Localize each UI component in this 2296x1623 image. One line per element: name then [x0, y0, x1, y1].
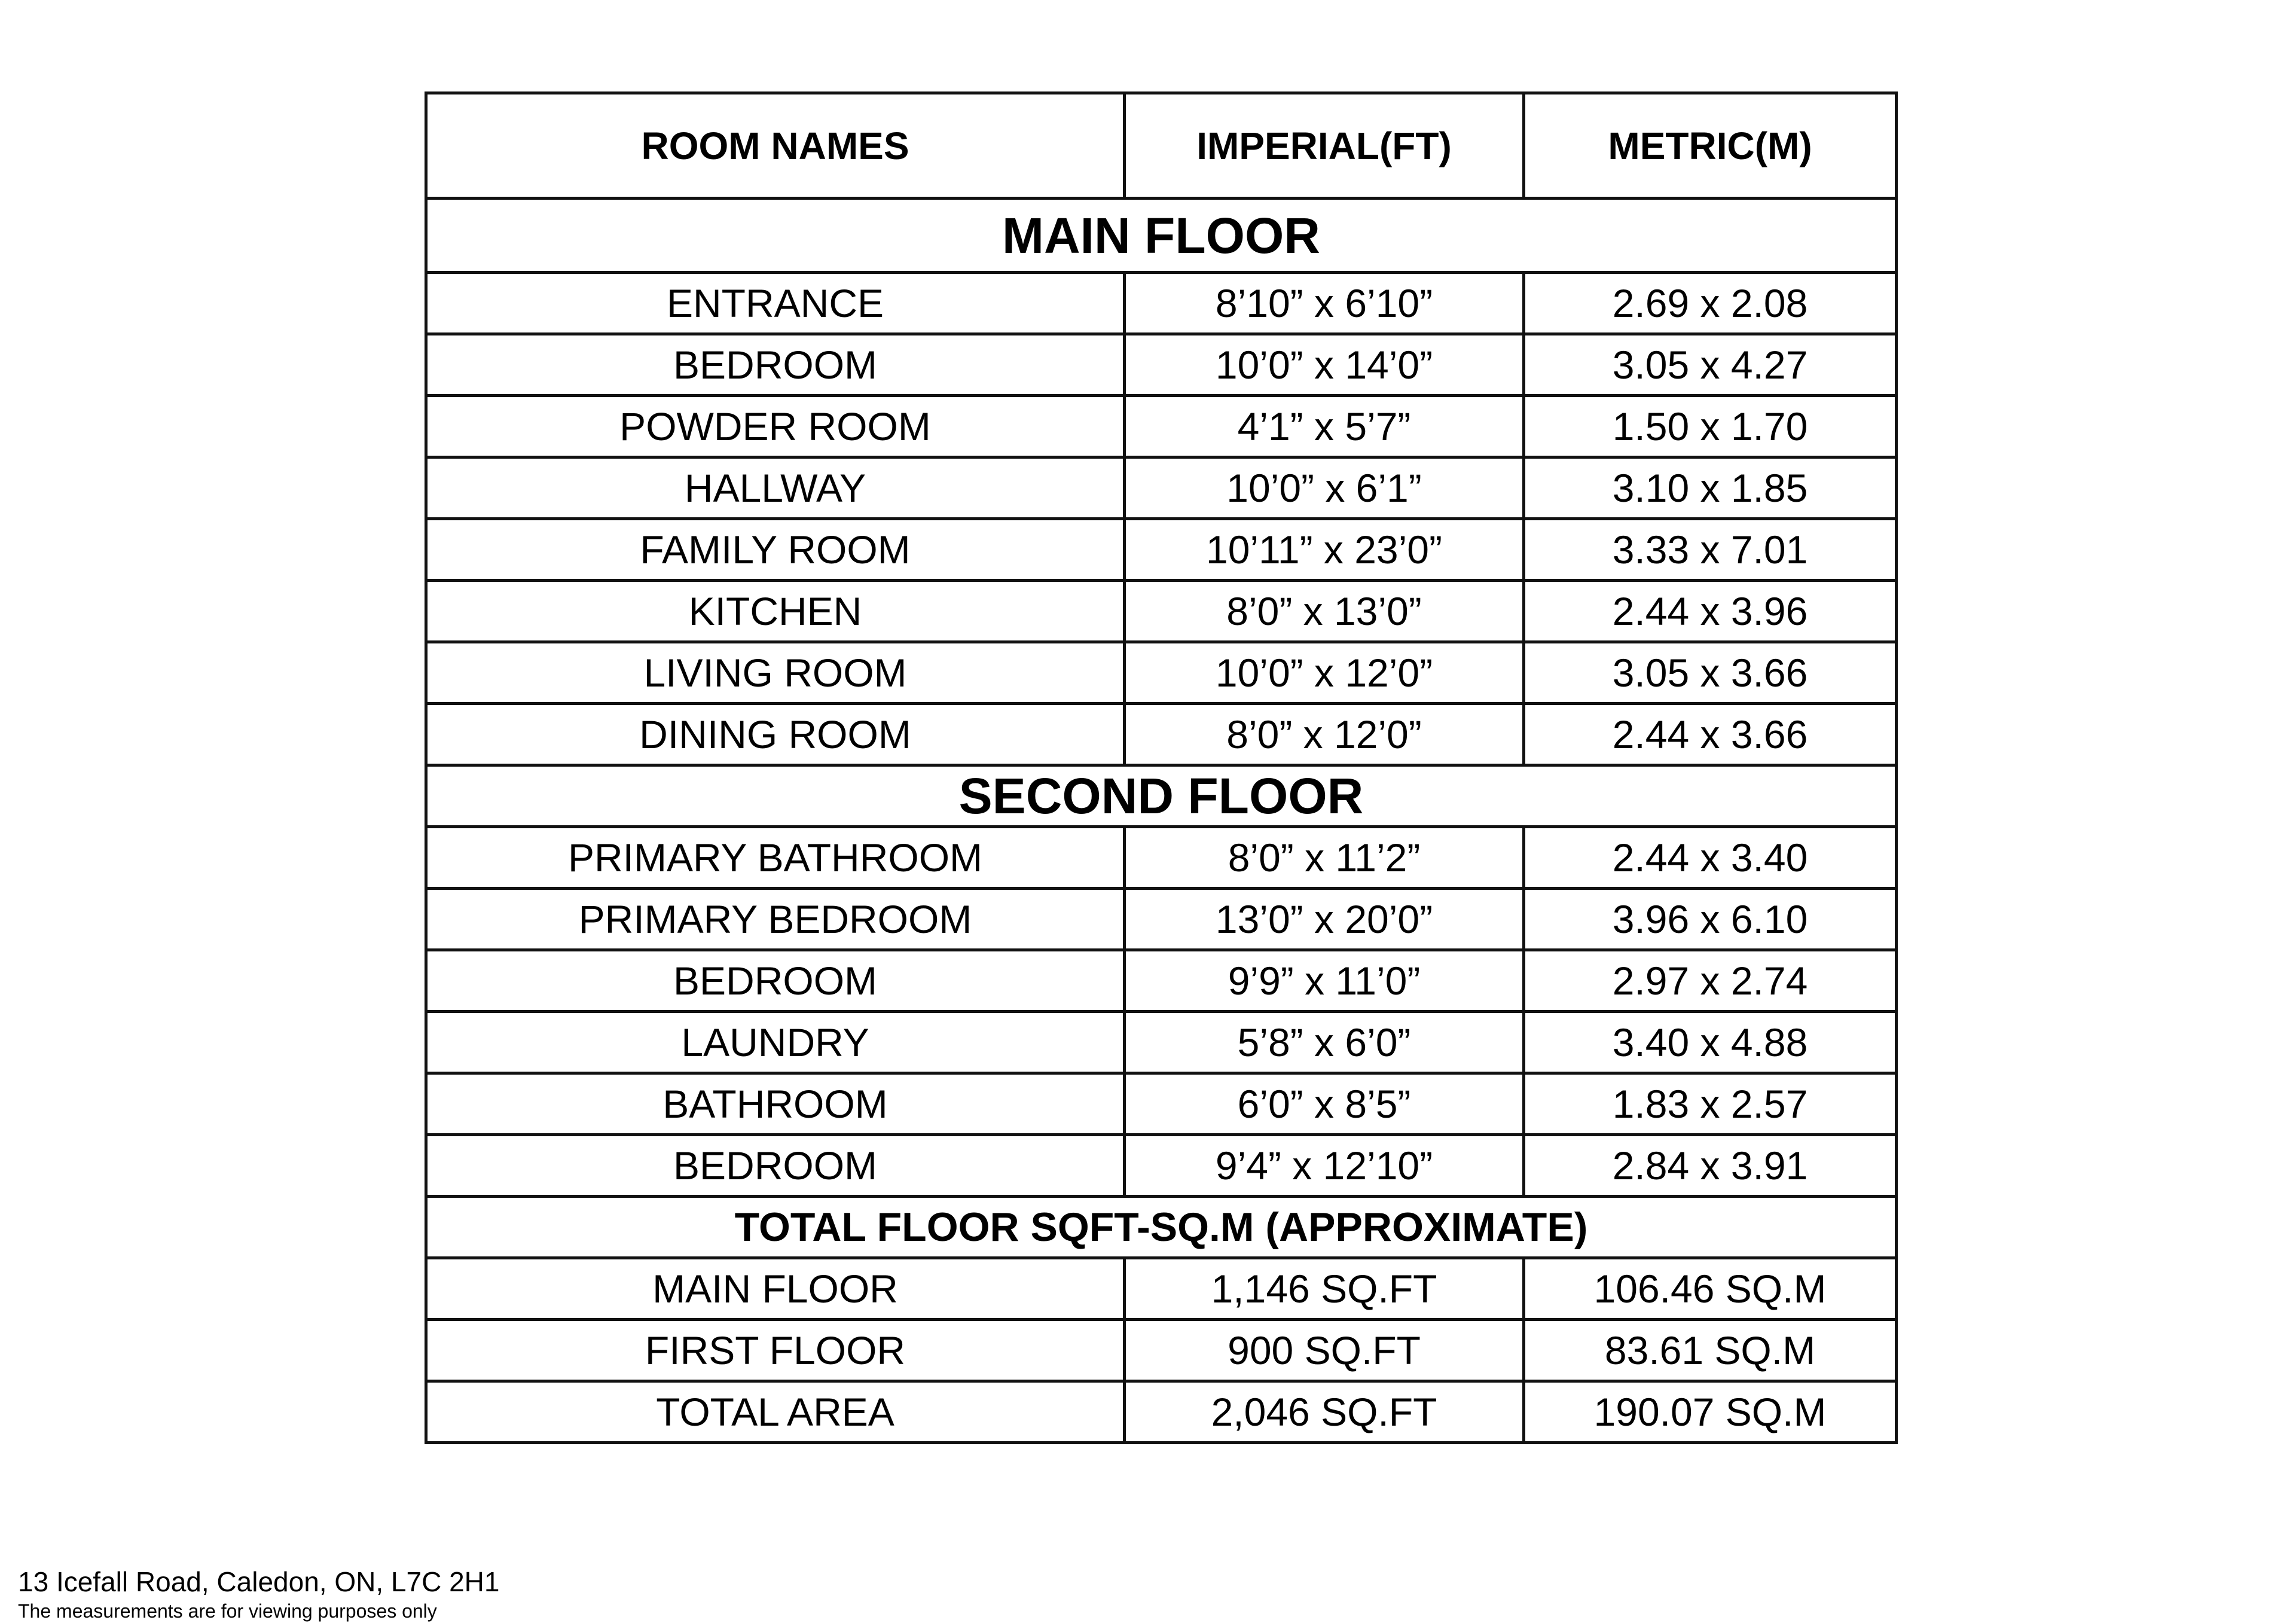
- metric-cell: 3.05 x 3.66: [1522, 640, 1898, 705]
- room-name-cell: LAUNDRY: [425, 1010, 1126, 1075]
- room-name-cell: POWDER ROOM: [425, 394, 1126, 459]
- imperial-cell: 6’0” x 8’5”: [1123, 1072, 1525, 1136]
- imperial-cell: 8’0” x 12’0”: [1123, 702, 1525, 767]
- imperial-cell: 4’1” x 5’7”: [1123, 394, 1525, 459]
- room-name-cell: HALLWAY: [425, 456, 1126, 520]
- imperial-cell: 5’8” x 6’0”: [1123, 1010, 1525, 1075]
- table-row: LAUNDRY 5’8” x 6’0” 3.40 x 4.88: [425, 1010, 1898, 1075]
- metric-cell: 106.46 SQ.M: [1522, 1256, 1898, 1321]
- room-name-cell: BEDROOM: [425, 1133, 1126, 1198]
- table-header-row: ROOM NAMES IMPERIAL(FT) METRIC(M): [425, 91, 1898, 200]
- imperial-cell: 10’0” x 6’1”: [1123, 456, 1525, 520]
- imperial-cell: 1,146 SQ.FT: [1123, 1256, 1525, 1321]
- imperial-cell: 9’9” x 11’0”: [1123, 948, 1525, 1013]
- imperial-cell: 2,046 SQ.FT: [1123, 1380, 1525, 1444]
- imperial-cell: 8’10” x 6’10”: [1123, 271, 1525, 335]
- table-row: POWDER ROOM 4’1” x 5’7” 1.50 x 1.70: [425, 394, 1898, 459]
- section-heading: TOTAL FLOOR SQFT-SQ.M (APPROXIMATE): [425, 1195, 1898, 1259]
- table-row: BATHROOM 6’0” x 8’5” 1.83 x 2.57: [425, 1072, 1898, 1136]
- imperial-cell: 8’0” x 11’2”: [1123, 825, 1525, 890]
- table-row: MAIN FLOOR 1,146 SQ.FT 106.46 SQ.M: [425, 1256, 1898, 1321]
- room-measurements-table: ROOM NAMES IMPERIAL(FT) METRIC(M) MAIN F…: [425, 91, 1898, 1444]
- metric-cell: 3.10 x 1.85: [1522, 456, 1898, 520]
- metric-cell: 3.96 x 6.10: [1522, 887, 1898, 951]
- property-address: 13 Icefall Road, Caledon, ON, L7C 2H1: [18, 1566, 500, 1597]
- table-row: PRIMARY BATHROOM 8’0” x 11’2” 2.44 x 3.40: [425, 825, 1898, 890]
- table-row: FAMILY ROOM 10’11” x 23’0” 3.33 x 7.01: [425, 517, 1898, 582]
- metric-cell: 2.97 x 2.74: [1522, 948, 1898, 1013]
- room-name-cell: BEDROOM: [425, 332, 1126, 397]
- metric-cell: 2.44 x 3.40: [1522, 825, 1898, 890]
- imperial-cell: 10’0” x 12’0”: [1123, 640, 1525, 705]
- room-name-cell: BATHROOM: [425, 1072, 1126, 1136]
- room-name-cell: DINING ROOM: [425, 702, 1126, 767]
- metric-cell: 2.69 x 2.08: [1522, 271, 1898, 335]
- section-heading-row: TOTAL FLOOR SQFT-SQ.M (APPROXIMATE): [425, 1195, 1898, 1259]
- imperial-cell: 10’0” x 14’0”: [1123, 332, 1525, 397]
- table-row: BEDROOM 10’0” x 14’0” 3.05 x 4.27: [425, 332, 1898, 397]
- section-heading-row: SECOND FLOOR: [425, 764, 1898, 828]
- room-name-cell: BEDROOM: [425, 948, 1126, 1013]
- section-heading: MAIN FLOOR: [425, 197, 1898, 274]
- table-row: FIRST FLOOR 900 SQ.FT 83.61 SQ.M: [425, 1318, 1898, 1383]
- imperial-cell: 10’11” x 23’0”: [1123, 517, 1525, 582]
- room-name-cell: TOTAL AREA: [425, 1380, 1126, 1444]
- room-name-cell: KITCHEN: [425, 579, 1126, 643]
- room-name-cell: MAIN FLOOR: [425, 1256, 1126, 1321]
- metric-cell: 3.05 x 4.27: [1522, 332, 1898, 397]
- table-row: DINING ROOM 8’0” x 12’0” 2.44 x 3.66: [425, 702, 1898, 767]
- room-name-cell: LIVING ROOM: [425, 640, 1126, 705]
- metric-cell: 3.33 x 7.01: [1522, 517, 1898, 582]
- room-name-cell: PRIMARY BATHROOM: [425, 825, 1126, 890]
- table-row: LIVING ROOM 10’0” x 12’0” 3.05 x 3.66: [425, 640, 1898, 705]
- metric-cell: 190.07 SQ.M: [1522, 1380, 1898, 1444]
- section-heading-row: MAIN FLOOR: [425, 197, 1898, 274]
- room-name-cell: FIRST FLOOR: [425, 1318, 1126, 1383]
- header-metric: METRIC(M): [1522, 91, 1898, 200]
- disclaimer: The measurements are for viewing purpose…: [18, 1600, 437, 1622]
- metric-cell: 2.84 x 3.91: [1522, 1133, 1898, 1198]
- imperial-cell: 9’4” x 12’10”: [1123, 1133, 1525, 1198]
- table-row: ENTRANCE 8’10” x 6’10” 2.69 x 2.08: [425, 271, 1898, 335]
- table-row: BEDROOM 9’9” x 11’0” 2.97 x 2.74: [425, 948, 1898, 1013]
- table-row: BEDROOM 9’4” x 12’10” 2.84 x 3.91: [425, 1133, 1898, 1198]
- metric-cell: 1.50 x 1.70: [1522, 394, 1898, 459]
- metric-cell: 2.44 x 3.66: [1522, 702, 1898, 767]
- room-name-cell: PRIMARY BEDROOM: [425, 887, 1126, 951]
- section-heading: SECOND FLOOR: [425, 764, 1898, 828]
- imperial-cell: 8’0” x 13’0”: [1123, 579, 1525, 643]
- metric-cell: 3.40 x 4.88: [1522, 1010, 1898, 1075]
- header-room-names: ROOM NAMES: [425, 91, 1126, 200]
- room-name-cell: FAMILY ROOM: [425, 517, 1126, 582]
- table-row: KITCHEN 8’0” x 13’0” 2.44 x 3.96: [425, 579, 1898, 643]
- imperial-cell: 900 SQ.FT: [1123, 1318, 1525, 1383]
- table-row: HALLWAY 10’0” x 6’1” 3.10 x 1.85: [425, 456, 1898, 520]
- table-body: ROOM NAMES IMPERIAL(FT) METRIC(M) MAIN F…: [425, 91, 1898, 1444]
- metric-cell: 2.44 x 3.96: [1522, 579, 1898, 643]
- room-name-cell: ENTRANCE: [425, 271, 1126, 335]
- header-imperial: IMPERIAL(FT): [1123, 91, 1525, 200]
- metric-cell: 1.83 x 2.57: [1522, 1072, 1898, 1136]
- table-row: TOTAL AREA 2,046 SQ.FT 190.07 SQ.M: [425, 1380, 1898, 1444]
- metric-cell: 83.61 SQ.M: [1522, 1318, 1898, 1383]
- imperial-cell: 13’0” x 20’0”: [1123, 887, 1525, 951]
- table-row: PRIMARY BEDROOM 13’0” x 20’0” 3.96 x 6.10: [425, 887, 1898, 951]
